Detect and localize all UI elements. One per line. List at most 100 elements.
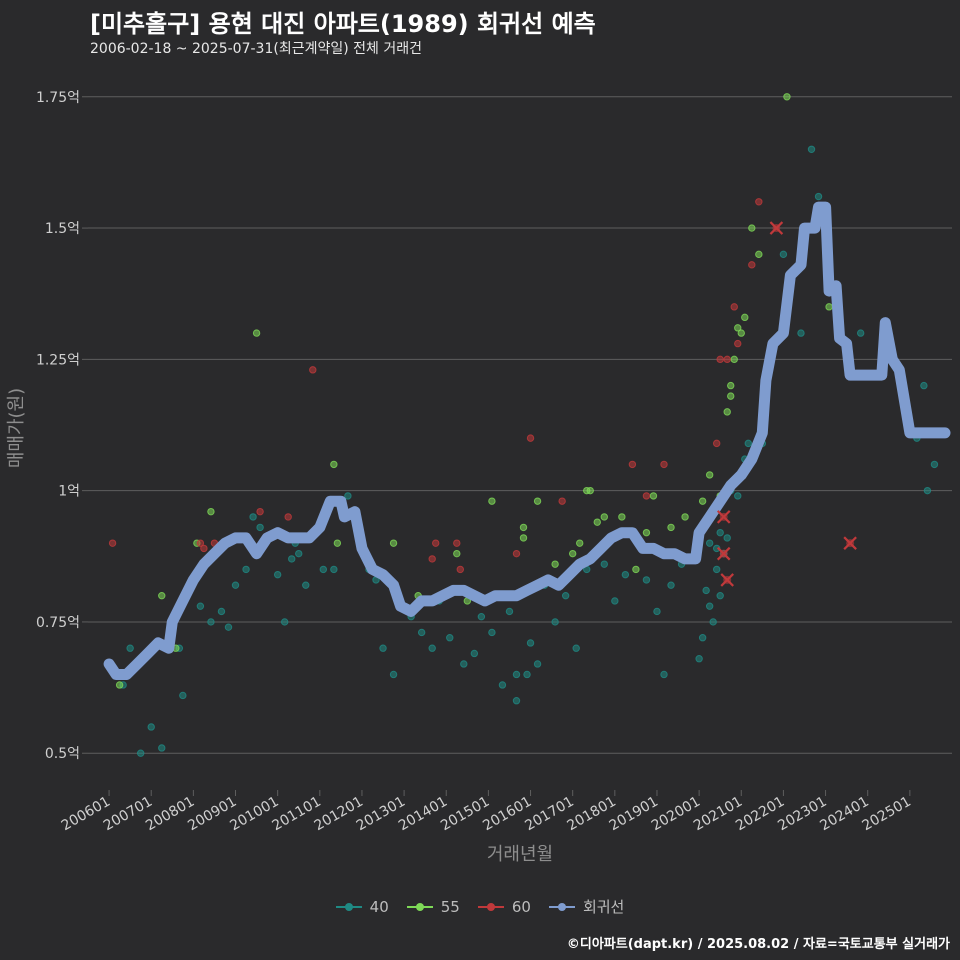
data-point-40 bbox=[533, 660, 542, 668]
data-point-40 bbox=[417, 628, 426, 637]
y-tick-label: 1.25억 bbox=[36, 352, 80, 368]
y-tick-label: 0.75억 bbox=[36, 615, 80, 631]
legend-key-55 bbox=[406, 901, 433, 913]
chart-subtitle: 2006-02-18 ~ 2025-07-31(최근계약일) 전체 거래건 bbox=[90, 41, 422, 57]
data-point-60 bbox=[660, 460, 668, 469]
legend-key-regression bbox=[548, 901, 575, 913]
data-point-40 bbox=[523, 670, 531, 679]
data-point-40 bbox=[273, 570, 282, 579]
data-point-40 bbox=[256, 523, 264, 532]
data-point-40 bbox=[136, 749, 145, 757]
data-point-40 bbox=[561, 591, 570, 600]
data-point-40 bbox=[344, 492, 352, 500]
highlight-cross-60 bbox=[769, 221, 784, 235]
data-point-60 bbox=[456, 565, 464, 574]
data-point-40 bbox=[470, 649, 479, 658]
data-point-60 bbox=[755, 198, 763, 206]
highlight-cross-60 bbox=[720, 573, 734, 587]
data-point-40 bbox=[856, 329, 865, 337]
data-point-40 bbox=[642, 576, 651, 584]
data-point-55 bbox=[533, 497, 542, 505]
data-point-55 bbox=[519, 523, 528, 532]
data-point-55 bbox=[333, 539, 342, 547]
data-point-55 bbox=[649, 492, 658, 500]
data-point-60 bbox=[432, 539, 440, 547]
data-point-40 bbox=[224, 623, 233, 631]
legend-label-60: 60 bbox=[511, 897, 531, 916]
data-point-40 bbox=[716, 528, 724, 537]
chart-legend: 40 55 60 회귀선 bbox=[0, 896, 960, 917]
highlight-markers bbox=[716, 221, 857, 587]
data-point-40 bbox=[698, 633, 707, 642]
data-point-40 bbox=[807, 145, 816, 153]
data-point-40 bbox=[231, 581, 240, 589]
data-point-55 bbox=[453, 549, 461, 558]
data-point-40 bbox=[653, 607, 661, 616]
data-point-40 bbox=[126, 644, 134, 652]
data-point-55 bbox=[600, 513, 608, 521]
data-point-40 bbox=[488, 628, 496, 637]
data-point-60 bbox=[428, 555, 436, 563]
data-point-40 bbox=[249, 513, 257, 521]
legend-label-40: 40 bbox=[369, 897, 389, 916]
data-point-60 bbox=[723, 355, 731, 364]
data-point-40 bbox=[702, 586, 710, 595]
data-point-60 bbox=[200, 544, 208, 553]
legend-key-60 bbox=[477, 901, 504, 913]
data-point-40 bbox=[505, 607, 514, 616]
data-point-40 bbox=[196, 602, 205, 610]
legend-key-40 bbox=[335, 901, 362, 913]
data-point-40 bbox=[512, 670, 521, 679]
data-point-40 bbox=[660, 670, 668, 679]
data-point-40 bbox=[705, 602, 714, 610]
data-point-55 bbox=[727, 381, 735, 390]
data-point-40 bbox=[716, 591, 724, 600]
data-point-60 bbox=[558, 497, 566, 505]
data-point-55 bbox=[207, 507, 215, 516]
data-point-60 bbox=[284, 513, 292, 521]
highlight-cross-60 bbox=[843, 536, 857, 550]
data-point-40 bbox=[158, 744, 166, 752]
data-point-60 bbox=[309, 366, 317, 374]
legend-item-regression: 회귀선 bbox=[548, 896, 624, 917]
data-point-55 bbox=[734, 324, 742, 332]
y-axis-ticks: 0.5억 0.75억 1억 1.25억 1.5억 1.75억 bbox=[36, 90, 88, 762]
data-point-60 bbox=[734, 339, 742, 348]
data-point-40 bbox=[379, 644, 387, 652]
data-point-55 bbox=[618, 513, 626, 521]
data-point-40 bbox=[512, 697, 521, 705]
data-point-55 bbox=[576, 539, 584, 547]
data-point-40 bbox=[460, 660, 468, 668]
data-point-60 bbox=[716, 355, 724, 364]
data-point-40 bbox=[217, 607, 226, 616]
data-point-40 bbox=[288, 555, 296, 563]
y-axis-label: 매매가(원) bbox=[6, 388, 27, 468]
data-point-40 bbox=[779, 250, 788, 259]
data-point-40 bbox=[428, 644, 436, 652]
data-point-60 bbox=[628, 460, 637, 469]
source-footer: ©디아파트(dapt.kr) / 2025.08.02 / 자료=국토교통부 실… bbox=[566, 937, 950, 952]
data-point-55 bbox=[705, 471, 714, 479]
data-point-60 bbox=[526, 434, 535, 442]
data-point-55 bbox=[667, 523, 675, 532]
data-point-40 bbox=[930, 460, 939, 469]
data-point-40 bbox=[295, 549, 303, 558]
legend-item-60: 60 bbox=[477, 896, 531, 917]
data-point-55 bbox=[755, 250, 763, 259]
data-point-55 bbox=[727, 392, 735, 400]
data-point-40 bbox=[734, 492, 742, 500]
data-point-55 bbox=[748, 224, 756, 232]
data-point-60 bbox=[512, 549, 521, 558]
regression-line bbox=[103, 201, 951, 680]
data-point-55 bbox=[519, 534, 528, 542]
y-tick-label: 1억 bbox=[58, 484, 80, 500]
data-point-40 bbox=[709, 618, 717, 626]
data-point-60 bbox=[712, 439, 721, 448]
highlight-cross-60 bbox=[716, 546, 731, 561]
data-point-60 bbox=[256, 507, 264, 516]
data-point-55 bbox=[488, 497, 496, 505]
data-point-40 bbox=[207, 618, 215, 626]
data-point-40 bbox=[814, 192, 823, 201]
data-point-40 bbox=[498, 681, 507, 689]
